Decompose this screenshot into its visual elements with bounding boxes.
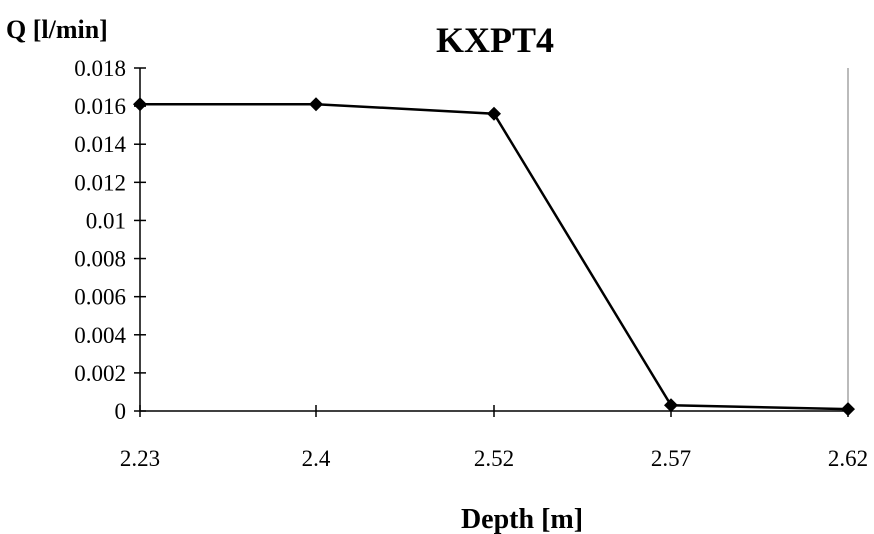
y-tick-label: 0.006 — [74, 285, 126, 310]
y-tick-label: 0.018 — [74, 56, 126, 81]
data-point-marker — [487, 106, 501, 121]
x-tick-label: 2.4 — [302, 446, 331, 471]
y-tick-label: 0.002 — [74, 361, 126, 386]
y-tick-label: 0.01 — [86, 208, 126, 233]
y-tick-label: 0 — [115, 399, 127, 424]
chart-title: KXPT4 — [436, 20, 554, 60]
x-tick-label: 2.57 — [651, 446, 691, 471]
x-axis-label: Depth [m] — [461, 504, 583, 534]
y-axis-label: Q [l/min] — [6, 15, 108, 44]
series-line — [140, 102, 849, 411]
y-tick-label: 0.014 — [74, 132, 126, 157]
data-point-marker — [133, 97, 147, 112]
y-tick-label: 0.012 — [74, 170, 126, 195]
ticks: 0 0.002 0.004 0.006 0.008 0.01 0.012 0.014 0.016… — [74, 56, 868, 471]
x-tick-label: 2.52 — [474, 446, 514, 471]
y-tick-label: 0.004 — [74, 323, 126, 348]
data-point-marker — [841, 402, 855, 417]
x-tick-label: 2.23 — [120, 446, 160, 471]
y-tick-label: 0.008 — [74, 247, 126, 272]
data-point-marker — [309, 97, 323, 112]
data-point-marker — [664, 398, 678, 413]
series — [133, 97, 855, 417]
y-tick-label: 0.016 — [74, 94, 126, 119]
x-tick-label: 2.62 — [828, 446, 868, 471]
